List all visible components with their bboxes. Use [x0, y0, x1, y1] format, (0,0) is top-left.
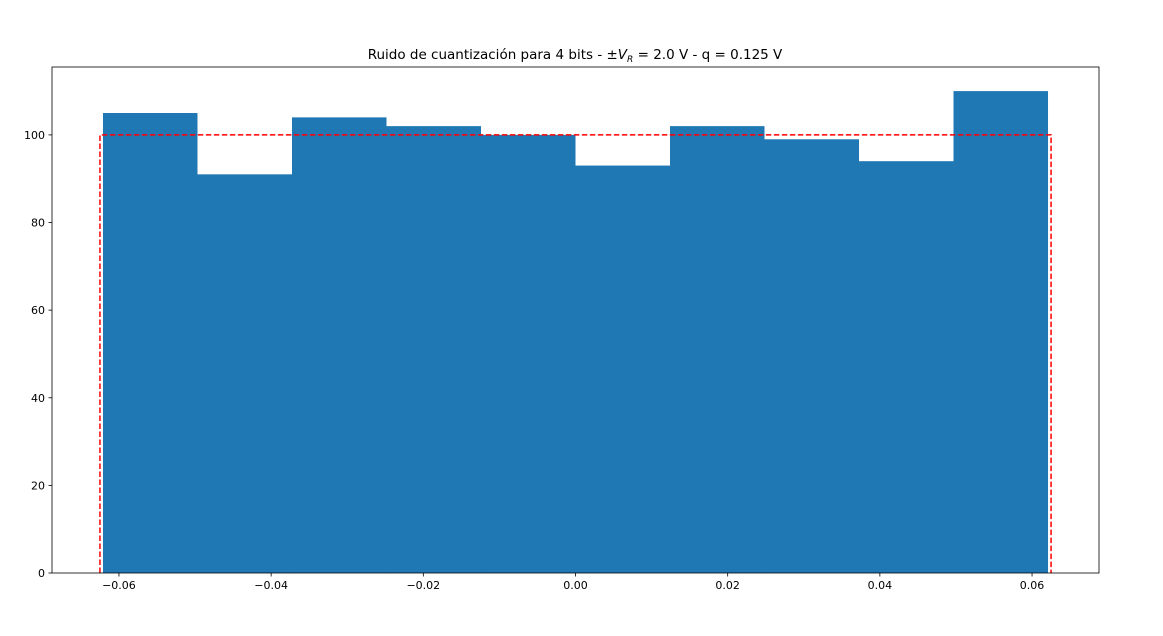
histogram-bar	[859, 161, 954, 573]
y-tick-label: 40	[31, 392, 45, 405]
y-tick-label: 0	[38, 567, 45, 580]
y-tick-label: 20	[31, 479, 45, 492]
y-tick-label: 80	[31, 217, 45, 230]
x-tick-label: 0.02	[715, 579, 740, 592]
y-tick-label: 60	[31, 304, 45, 317]
y-tick-label: 100	[24, 129, 45, 142]
histogram-bars	[102, 91, 1049, 574]
x-tick-label: −0.02	[406, 579, 440, 592]
histogram-bar	[197, 174, 292, 574]
x-tick-label: 0.00	[563, 579, 588, 592]
axes: −0.06 −0.04 −0.02 0.00 0.02 0.04 0.06 0 20 40 60 80…	[24, 66, 1100, 592]
reference-line-path	[99, 134, 1052, 573]
histogram-bar	[670, 126, 765, 574]
histogram-bar	[291, 117, 387, 573]
x-tick-label: −0.06	[102, 579, 136, 592]
x-tick-label: −0.04	[254, 579, 288, 592]
x-tick-label: 0.06	[1020, 579, 1045, 592]
reference-line	[99, 134, 1052, 573]
histogram-bar	[764, 139, 860, 574]
histogram-bar	[102, 113, 198, 573]
histogram-bar	[386, 126, 481, 574]
histogram-bar	[575, 165, 671, 574]
x-tick-label: 0.04	[868, 579, 893, 592]
chart-title: Ruido de cuantización para 4 bits - ±VR …	[368, 47, 783, 65]
histogram-bar	[953, 91, 1049, 573]
histogram-bar	[480, 134, 576, 573]
